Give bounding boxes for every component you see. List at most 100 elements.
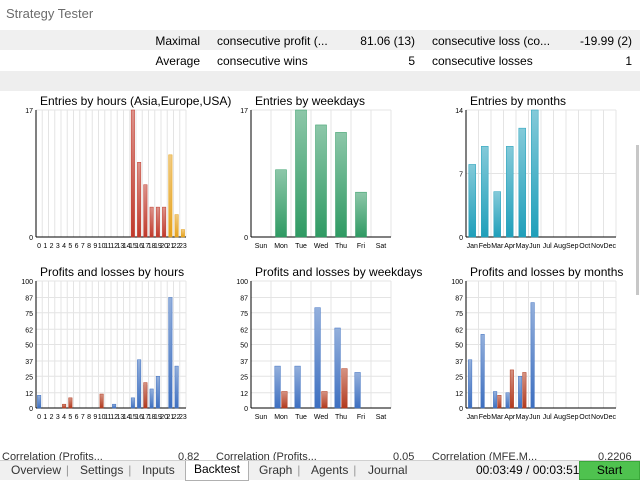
x-tick-label: Sat bbox=[376, 243, 387, 250]
stat-label: Maximal bbox=[155, 34, 200, 48]
chart-entries-by-months: Entries by months 0 7 14 Jan Feb Mar Apr May Jun… bbox=[438, 94, 640, 264]
stat-key: consecutive loss (co... bbox=[432, 34, 551, 48]
chart-svg: 0 7 14 Jan Feb Mar Apr May Jun Jul Aug Sep Oct Nov Dec bbox=[455, 108, 617, 250]
x-tick-label: Nov bbox=[591, 243, 604, 250]
x-tick-label: 9 bbox=[93, 414, 97, 421]
x-tick-label: 0 bbox=[37, 243, 41, 250]
bar bbox=[130, 397, 135, 409]
bar bbox=[162, 206, 167, 238]
x-tick-label: 16 bbox=[135, 414, 143, 421]
tab-settings[interactable]: Settings bbox=[80, 463, 132, 477]
x-tick-label: Thu bbox=[335, 414, 347, 421]
x-tick-label: 4 bbox=[62, 414, 66, 421]
tab-backtest[interactable]: Backtest bbox=[185, 461, 250, 481]
bar bbox=[518, 376, 523, 409]
x-tick-label: 17 bbox=[141, 243, 149, 250]
x-tick-label: Jan bbox=[467, 243, 478, 250]
stat-value: 1 bbox=[625, 54, 632, 68]
x-tick-label: Jan bbox=[467, 414, 478, 421]
chart-title: Profits and losses by months bbox=[470, 265, 624, 279]
y-tick-label: 37 bbox=[455, 359, 463, 366]
y-tick-label: 37 bbox=[25, 359, 33, 366]
bar bbox=[334, 327, 341, 409]
x-tick-label: Jun bbox=[529, 414, 540, 421]
y-tick-label: 7 bbox=[459, 172, 463, 179]
chart-svg: 0 12 25 37 50 62 75 87 100 Jan Feb Mar Apr May Jun Jul A… bbox=[451, 279, 617, 421]
bar bbox=[174, 214, 179, 238]
start-button[interactable]: Start bbox=[579, 461, 640, 480]
x-tick-label: 3 bbox=[56, 243, 60, 250]
x-tick-label: 22 bbox=[173, 414, 181, 421]
bar bbox=[99, 393, 104, 409]
tab-inputs[interactable]: Inputs bbox=[142, 463, 175, 477]
x-tick-label: 13 bbox=[116, 243, 124, 250]
y-tick-label: 0 bbox=[244, 406, 248, 413]
y-tick-label: 87 bbox=[455, 296, 463, 303]
x-tick-label: 10 bbox=[98, 243, 106, 250]
x-tick-label: 11 bbox=[104, 243, 111, 250]
y-tick-label: 0 bbox=[244, 235, 248, 242]
x-tick-label: 23 bbox=[179, 414, 187, 421]
x-tick-label: Jun bbox=[529, 243, 540, 250]
bar bbox=[354, 372, 361, 409]
x-tick-label: Sep bbox=[566, 414, 579, 421]
chart-title: Profits and losses by hours bbox=[40, 265, 185, 279]
x-tick-label: Thu bbox=[335, 243, 347, 250]
y-tick-label: 50 bbox=[240, 343, 248, 350]
stat-value: -19.99 (2) bbox=[579, 34, 632, 48]
y-tick-label: 25 bbox=[455, 374, 463, 381]
x-tick-label: Tue bbox=[295, 414, 307, 421]
bar bbox=[274, 365, 281, 409]
stat-key: consecutive wins bbox=[217, 54, 308, 68]
bar bbox=[168, 154, 173, 238]
x-tick-label: 3 bbox=[56, 414, 60, 421]
x-tick-label: Tue bbox=[295, 243, 307, 250]
bar bbox=[295, 109, 307, 238]
bar bbox=[281, 391, 288, 409]
tab-graph[interactable]: Graph bbox=[259, 463, 301, 477]
bar bbox=[468, 359, 473, 409]
chart-profits-losses-by-hours: Profits and losses by hours 0 12 25 37 50 62 7… bbox=[8, 265, 218, 435]
chart-title: Profits and losses by weekdays bbox=[255, 265, 423, 279]
bar bbox=[321, 391, 328, 409]
correlation-label: Correlation (MFE,M... bbox=[432, 451, 538, 461]
y-tick-label: 75 bbox=[455, 311, 463, 318]
x-tick-label: 22 bbox=[173, 243, 181, 250]
vertical-scrollbar[interactable] bbox=[632, 95, 640, 450]
x-tick-label: 21 bbox=[166, 414, 174, 421]
y-tick-label: 25 bbox=[25, 374, 33, 381]
x-tick-label: Sun bbox=[255, 414, 268, 421]
y-tick-label: 100 bbox=[236, 279, 248, 286]
x-tick-label: 19 bbox=[154, 243, 162, 250]
scrollbar-thumb[interactable] bbox=[636, 145, 639, 295]
tab-overview[interactable]: Overview bbox=[11, 463, 69, 477]
x-tick-label: 8 bbox=[87, 414, 91, 421]
y-tick-label: 50 bbox=[455, 343, 463, 350]
x-tick-label: Oct bbox=[579, 414, 590, 421]
y-tick-label: 62 bbox=[25, 327, 33, 334]
x-tick-label: May bbox=[516, 243, 530, 250]
stat-value: 5 bbox=[408, 54, 415, 68]
y-tick-label: 0 bbox=[459, 235, 463, 242]
x-tick-label: 2 bbox=[50, 414, 54, 421]
tab-agents[interactable]: Agents bbox=[311, 463, 357, 477]
bar bbox=[509, 369, 514, 409]
x-tick-label: 19 bbox=[154, 414, 162, 421]
x-tick-label: Feb bbox=[479, 414, 491, 421]
tab-journal[interactable]: Journal bbox=[368, 463, 408, 477]
x-tick-label: Mar bbox=[491, 414, 504, 421]
bar bbox=[341, 368, 348, 409]
correlation-value: 0.82 bbox=[178, 451, 200, 461]
y-tick-label: 14 bbox=[455, 108, 463, 115]
bar bbox=[314, 307, 321, 409]
y-tick-label: 17 bbox=[240, 108, 248, 115]
bar bbox=[481, 146, 489, 238]
bar bbox=[62, 403, 67, 409]
y-tick-label: 25 bbox=[240, 374, 248, 381]
x-tick-label: 16 bbox=[135, 243, 143, 250]
bar bbox=[143, 184, 148, 238]
y-tick-label: 37 bbox=[240, 359, 248, 366]
y-tick-label: 100 bbox=[21, 279, 33, 286]
